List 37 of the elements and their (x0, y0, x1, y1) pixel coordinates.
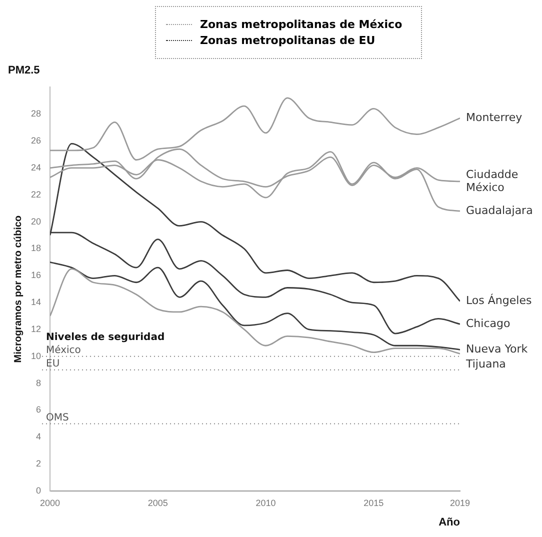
y-tick-label: 28 (30, 108, 42, 119)
ref-line-label: EU (46, 358, 60, 370)
y-tick-label: 0 (36, 485, 42, 496)
series-label: Los Ángeles (466, 293, 532, 308)
y-tick-label: 6 (36, 404, 42, 415)
series-label: Monterrey (466, 111, 523, 124)
text: Zonas metropolitanas de México (200, 18, 402, 31)
series-label: Chicago (466, 316, 510, 330)
y-tick-label: 18 (30, 243, 42, 254)
y-tick-label: 2 (36, 458, 42, 469)
text: Zonas metropolitanas de EU (200, 34, 376, 47)
y-tick-label: 10 (30, 350, 42, 361)
y-tick-label: 16 (30, 270, 42, 280)
x-tick-label: 2010 (256, 498, 276, 508)
x-tick-label: 2000 (40, 498, 60, 508)
y-tick-label: 20 (30, 216, 42, 226)
x-axis-title: Año (438, 516, 460, 528)
ref-line-label: México (46, 344, 81, 356)
x-tick-label: 2019 (450, 498, 470, 508)
y-tick-label: 24 (30, 162, 42, 172)
series-label: Guadalajara (466, 204, 533, 217)
line-series (50, 151, 460, 212)
y-tick-label: 4 (36, 432, 42, 442)
y-tick-label: 12 (30, 324, 42, 334)
y-axis-title: Microgramos por metro cúbico (12, 215, 24, 363)
y-tick-label: 26 (30, 136, 42, 146)
y-tick-label: 8 (36, 378, 42, 388)
annotation: Niveles de seguridad (46, 332, 165, 343)
y-tick-label: 22 (30, 189, 42, 200)
ref-line-label: OMS (46, 412, 69, 424)
x-tick-label: 2015 (364, 498, 384, 508)
y-tick-label: 14 (30, 297, 42, 308)
chart-title: PM2.5 (8, 64, 40, 77)
series-label: Nueva York (466, 342, 528, 356)
series-label: Tijuana (465, 358, 506, 371)
x-tick-label: 2005 (148, 498, 168, 508)
series-label: Ciudadde México (466, 168, 518, 194)
